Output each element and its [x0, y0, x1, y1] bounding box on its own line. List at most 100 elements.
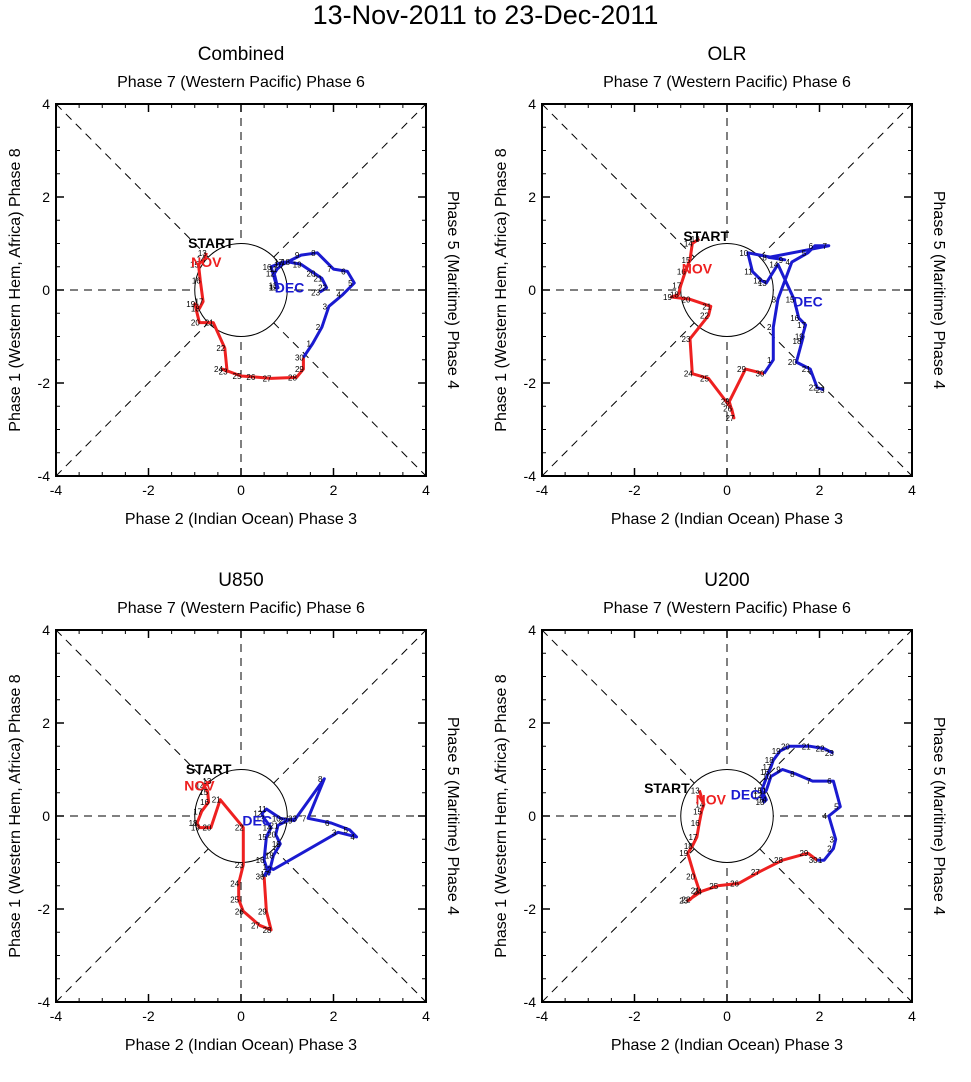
x-tick-label: 4 [422, 482, 430, 498]
day-label: 13 [691, 786, 700, 795]
day-label: 26 [723, 405, 732, 414]
day-label: 23 [825, 749, 834, 758]
day-label: 7 [806, 777, 811, 786]
y-tick-label: -4 [524, 468, 537, 484]
combined-phase-diagram: Combined Phase 7 (Western Pacific) Phase … [7, 44, 461, 528]
y-tick-label: -4 [38, 468, 51, 484]
olr-panel: OLR Phase 7 (Western Pacific) Phase 6 Phas… [486, 30, 971, 556]
day-label: 16 [677, 267, 686, 276]
day-label: 25 [709, 882, 718, 891]
start-label: START [186, 761, 232, 777]
day-label: 23 [311, 288, 320, 297]
day-label: 9 [779, 256, 784, 265]
nov-label: NOV [682, 261, 713, 277]
day-label: 1 [263, 863, 268, 872]
day-label: 13 [269, 281, 278, 290]
day-label: 7 [302, 814, 307, 823]
day-label: 5 [802, 249, 807, 258]
day-label: 21 [702, 302, 711, 311]
dec-label: DEC [242, 812, 272, 828]
day-label: 23 [288, 814, 297, 823]
day-label: 27 [251, 921, 260, 930]
x-tick-label: -2 [628, 1008, 641, 1024]
day-label: 6 [341, 267, 346, 276]
day-label: 3 [829, 835, 834, 844]
x-tick-label: 2 [330, 482, 338, 498]
day-label: 21 [691, 886, 700, 895]
day-label: 13 [202, 777, 211, 786]
day-label: 30 [756, 370, 765, 379]
day-label: 28 [288, 373, 297, 382]
y-tick-label: 4 [528, 622, 536, 638]
dec-label: DEC [793, 293, 823, 309]
day-label: 4 [337, 291, 342, 300]
start-label: START [644, 780, 690, 796]
day-label: 8 [762, 253, 767, 262]
day-label: 20 [788, 358, 797, 367]
y-tick-label: 0 [528, 808, 536, 824]
right-axis-label: Phase 5 (Maritime) Phase 4 [444, 717, 461, 915]
day-label: 23 [235, 861, 244, 870]
day-label: 23 [219, 367, 228, 376]
day-label: 9 [776, 766, 781, 775]
x-tick-label: 0 [723, 482, 731, 498]
x-tick-label: 2 [816, 482, 824, 498]
y-tick-label: 0 [42, 282, 50, 298]
start-label: START [188, 235, 234, 251]
y-tick-label: -4 [524, 994, 537, 1010]
day-label: 18 [281, 258, 290, 267]
day-label: 10 [739, 249, 748, 258]
top-axis-label: Phase 7 (Western Pacific) Phase 6 [117, 600, 365, 617]
bottom-axis-label: Phase 2 (Indian Ocean) Phase 3 [611, 1037, 843, 1054]
dec-label: DEC [731, 787, 761, 803]
u200-panel: U200 Phase 7 (Western Pacific) Phase 6 Pha… [486, 556, 971, 1082]
day-label: 13 [256, 814, 265, 823]
left-axis-label: Phase 1 (Western Hem, Africa) Phase 8 [7, 148, 24, 431]
day-label: 27 [263, 374, 272, 383]
bottom-axis-label: Phase 2 (Indian Ocean) Phase 3 [125, 1037, 357, 1054]
panel-title: U200 [704, 570, 749, 591]
nov-label: NOV [191, 254, 222, 270]
day-label: 29 [737, 365, 746, 374]
day-label: 24 [684, 370, 693, 379]
day-label: 13 [691, 235, 700, 244]
day-label: 16 [200, 798, 209, 807]
day-label: 20 [267, 831, 276, 840]
day-label: 16 [263, 263, 272, 272]
day-label: 27 [725, 414, 734, 423]
y-tick-label: 2 [42, 715, 50, 731]
day-label: 9 [295, 251, 300, 260]
diagonal-guide [55, 103, 427, 477]
day-label: 16 [790, 314, 799, 323]
day-label: 16 [256, 856, 265, 865]
x-tick-label: 2 [816, 1008, 824, 1024]
y-tick-label: 4 [42, 622, 50, 638]
diagonal-guide [541, 103, 913, 477]
day-label: 23 [679, 897, 688, 906]
day-label: 14 [270, 284, 279, 293]
y-tick-label: -4 [38, 994, 51, 1010]
top-axis-label: Phase 7 (Western Pacific) Phase 6 [603, 600, 851, 617]
diagonal-guide [55, 629, 427, 1003]
x-tick-label: 4 [422, 1008, 430, 1024]
unit-circle [194, 243, 288, 337]
day-label: 16 [760, 768, 769, 777]
day-label: 22 [318, 284, 327, 293]
day-label: 8 [790, 770, 795, 779]
y-tick-label: 4 [42, 96, 50, 112]
x-tick-label: -2 [142, 1008, 155, 1024]
figure-title: 13-Nov-2011 to 23-Dec-2011 [312, 0, 659, 30]
panel-title: U850 [218, 570, 263, 591]
x-tick-label: 0 [237, 1008, 245, 1024]
day-label: 25 [233, 372, 242, 381]
day-label: 25 [700, 374, 709, 383]
day-label: 14 [684, 240, 693, 249]
day-label: 22 [809, 384, 818, 393]
x-tick-label: -2 [142, 482, 155, 498]
day-label: 2 [827, 845, 832, 854]
left-axis-label: Phase 1 (Western Hem, Africa) Phase 8 [493, 148, 510, 431]
day-label: 15 [258, 833, 267, 842]
nov-label: NOV [696, 791, 727, 807]
day-label: 26 [730, 879, 739, 888]
day-label: 1 [818, 856, 823, 865]
